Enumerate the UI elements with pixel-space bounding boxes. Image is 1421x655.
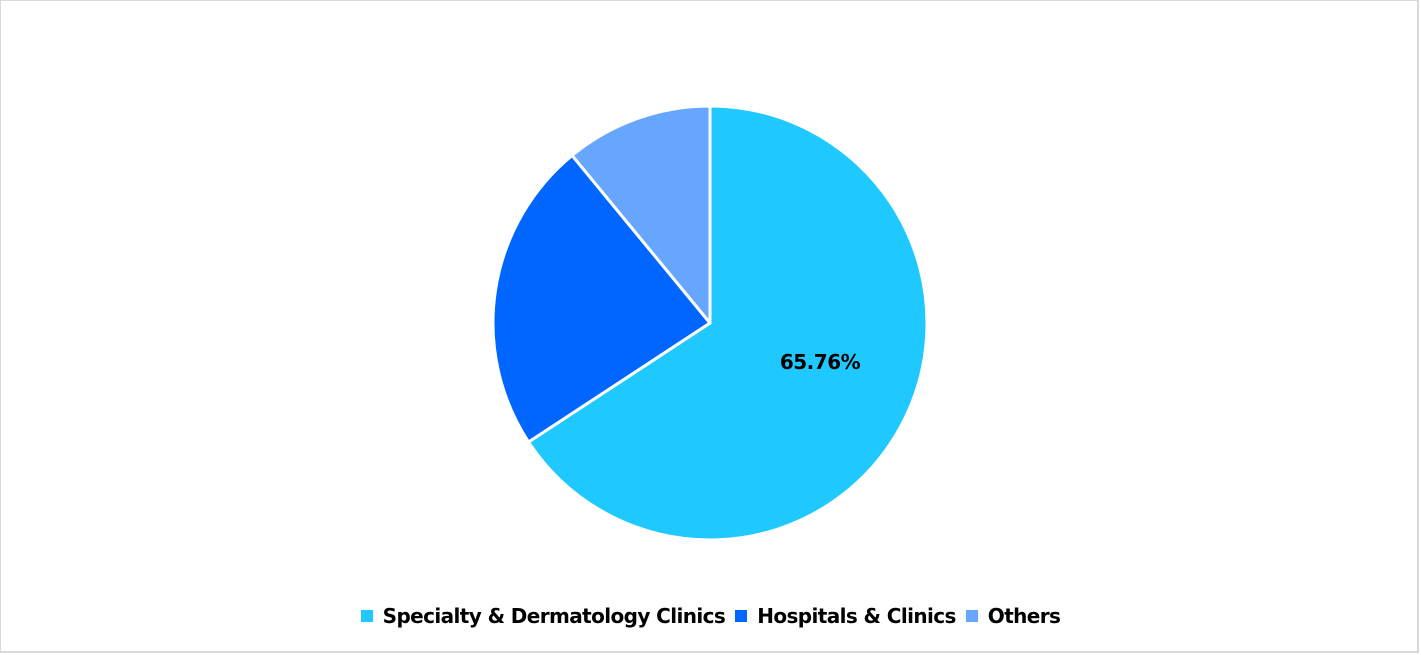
- legend-label: Specialty & Dermatology Clinics: [382, 604, 726, 628]
- legend-label: Hospitals & Clinics: [757, 604, 956, 628]
- slice-others: [570, 104, 712, 325]
- legend-swatch-others: [965, 610, 978, 622]
- slice-hospitals: [491, 153, 712, 444]
- legend-swatch-specialty: [360, 610, 373, 622]
- legend-item-others: Others: [965, 604, 1061, 628]
- legend-item-specialty: Specialty & Dermatology Clinics: [360, 604, 726, 628]
- legend-label: Others: [987, 604, 1061, 628]
- legend-swatch-hospitals: [735, 610, 748, 622]
- legend-item-hospitals: Hospitals & Clinics: [735, 604, 956, 628]
- legend: Specialty & Dermatology Clinics Hospital…: [0, 604, 1421, 628]
- slice-specialty: [527, 104, 929, 542]
- data-label-specialty: 65.76%: [779, 350, 861, 374]
